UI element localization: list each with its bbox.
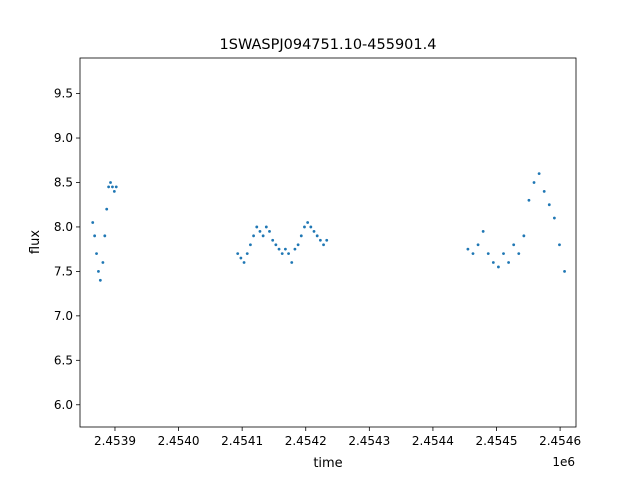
x-tick-label: 2.4544 <box>412 434 454 448</box>
data-point <box>537 172 541 175</box>
data-point <box>249 243 252 247</box>
data-point <box>274 243 278 247</box>
data-point <box>293 247 297 251</box>
data-point <box>542 189 546 193</box>
chart-title: 1SWASPJ094751.10-455901.4 <box>220 37 437 53</box>
data-point <box>491 261 495 264</box>
data-point <box>481 229 485 233</box>
data-point <box>318 238 322 242</box>
data-point <box>252 234 256 238</box>
x-axis-offset-label: 1e6 <box>552 455 575 469</box>
data-point <box>290 261 294 264</box>
data-point <box>268 229 271 233</box>
x-tick-label: 2.4541 <box>221 434 263 448</box>
x-tick-label: 2.4543 <box>348 434 390 448</box>
data-point <box>466 247 470 251</box>
data-point <box>105 207 109 211</box>
data-point <box>283 247 287 251</box>
data-point <box>107 185 111 189</box>
data-point <box>527 198 531 202</box>
data-point <box>325 238 329 242</box>
data-point <box>245 252 249 256</box>
data-point <box>512 243 516 247</box>
data-point <box>552 216 556 220</box>
y-axis-label: flux <box>28 230 43 254</box>
data-point <box>299 234 303 238</box>
data-point <box>239 256 243 260</box>
data-point <box>309 225 313 229</box>
x-axis-label: time <box>313 456 342 471</box>
data-point <box>261 234 265 238</box>
data-point <box>471 252 475 256</box>
data-point <box>517 252 521 256</box>
data-point <box>101 261 105 264</box>
data-point <box>236 252 240 256</box>
data-point <box>322 243 325 247</box>
data-point <box>95 252 98 256</box>
y-tick-label: 6.0 <box>54 398 73 412</box>
data-point <box>264 225 268 229</box>
y-tick-label: 7.5 <box>54 264 73 278</box>
data-point <box>558 243 561 247</box>
data-point <box>547 203 551 207</box>
data-point <box>306 221 310 224</box>
data-points <box>91 172 566 282</box>
data-point <box>271 238 275 242</box>
data-point <box>315 234 319 238</box>
data-point <box>476 243 480 247</box>
data-point <box>255 225 259 229</box>
data-point <box>303 225 306 229</box>
data-point <box>91 221 95 224</box>
x-tick-label: 2.4545 <box>476 434 518 448</box>
x-tick-label: 2.4546 <box>539 434 581 448</box>
data-point <box>93 234 97 238</box>
data-point <box>486 252 490 256</box>
data-point <box>114 185 118 189</box>
data-point <box>242 261 246 264</box>
data-point <box>258 229 262 233</box>
data-point <box>277 247 281 251</box>
data-point <box>280 252 284 256</box>
y-tick-label: 9.0 <box>54 131 73 145</box>
x-tick-label: 2.4539 <box>94 434 136 448</box>
data-point <box>296 243 300 247</box>
axes: 2.4539 2.4540 2.4541 2.4542 2.4543 2.4544 2.45… <box>54 87 581 448</box>
data-point <box>111 185 114 189</box>
data-point <box>312 229 316 233</box>
data-point <box>532 181 536 184</box>
data-point <box>109 181 112 184</box>
data-point <box>497 265 500 269</box>
data-point <box>97 270 100 273</box>
y-tick-label: 7.0 <box>54 309 73 323</box>
x-tick-label: 2.4542 <box>285 434 327 448</box>
y-tick-label: 8.0 <box>54 220 73 234</box>
data-point <box>112 189 116 193</box>
data-point <box>522 234 526 238</box>
y-tick-label: 6.5 <box>54 353 73 367</box>
data-point <box>287 252 290 256</box>
data-point <box>563 270 566 273</box>
plot-frame <box>79 57 577 428</box>
data-point <box>502 252 505 256</box>
data-point <box>103 234 107 238</box>
x-tick-label: 2.4540 <box>158 434 200 448</box>
y-tick-label: 9.5 <box>54 87 73 101</box>
data-point <box>98 278 102 282</box>
data-point <box>507 261 510 264</box>
y-tick-label: 8.5 <box>54 175 73 189</box>
